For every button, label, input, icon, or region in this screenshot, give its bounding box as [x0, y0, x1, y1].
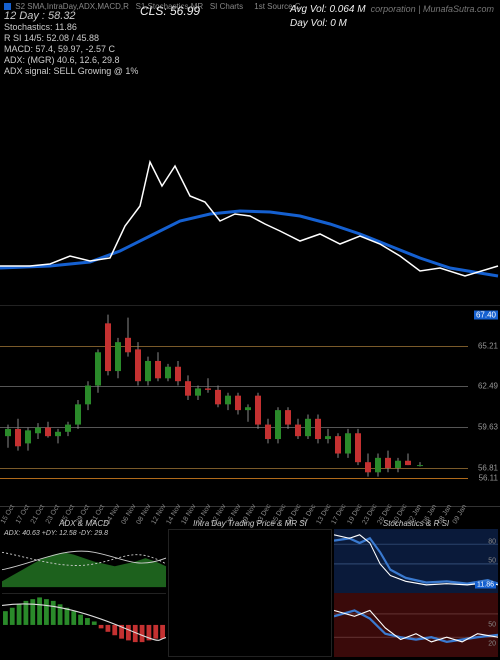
macd-label: MACD: 57.4, 59.97, -2.57 C: [4, 44, 496, 55]
dayvol-label: Day Vol: 0 M: [290, 18, 347, 29]
date-xaxis: 15 Oct17 Oct21 Oct23 Oct25 Oct29 Oct31 O…: [0, 506, 500, 518]
price-level: 56.81: [478, 463, 498, 472]
price-level: 59.63: [478, 423, 498, 432]
price-level: 67.40: [474, 310, 498, 319]
adx-label: ADX: (MGR) 40.6, 12.6, 29.8: [4, 55, 496, 66]
stoch-label: Stochastics: 11.86: [4, 22, 496, 33]
adx-macd-panel[interactable]: ADX & MACD ADX: 40.63 +DY: 12.58 -DY: 29…: [2, 518, 166, 658]
stochastics-panel[interactable]: Stochastics & R SI 805011.86 5020: [334, 518, 498, 658]
cls-label: CLS: 56.99: [140, 4, 200, 18]
candlestick-chart[interactable]: 67.40 65.21 62.49 59.63 56.8156.11: [0, 306, 500, 506]
indicator-panels: ADX & MACD ADX: 40.63 +DY: 12.58 -DY: 29…: [0, 518, 500, 658]
price-level: 62.49: [478, 381, 498, 390]
adx-values: ADX: 40.63 +DY: 12.58 -DY: 29.8: [4, 530, 108, 537]
tag-sicharts: SI Charts: [210, 2, 243, 11]
rsi-label: R SI 14/5: 52.08 / 45.88: [4, 33, 496, 44]
adx-title: ADX & MACD: [2, 518, 166, 529]
stoch-title: Stochastics & R SI: [334, 518, 498, 529]
chart-header: S2 SMA,IntraDay,ADX,MACD,R S1,Stochastic…: [0, 0, 500, 66]
avgvol-label: Avg Vol: 0.064 M: [290, 4, 366, 15]
price-level: 56.11: [479, 473, 498, 482]
candle-yaxis: 67.40 65.21 62.49 59.63 56.8156.11: [468, 306, 500, 506]
intra-title: Intra Day Trading Price & MR SI: [168, 518, 332, 529]
main-line-chart[interactable]: [0, 66, 500, 306]
intraday-panel[interactable]: Intra Day Trading Price & MR SI: [168, 518, 332, 658]
watermark: corporation | MunafaSutra.com: [371, 4, 494, 14]
price-level: 65.21: [478, 342, 498, 351]
